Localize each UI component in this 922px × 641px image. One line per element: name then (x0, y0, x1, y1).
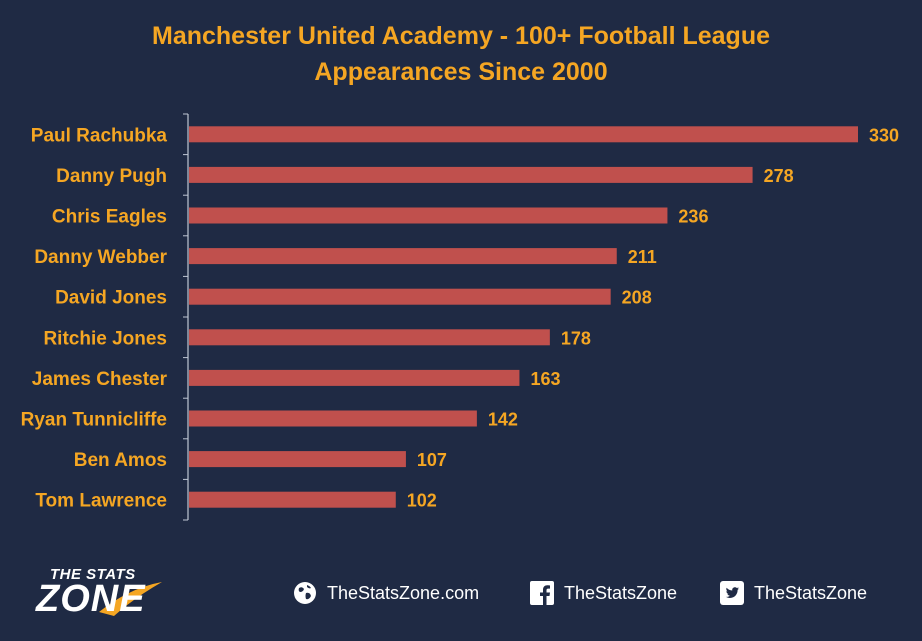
category-label: Tom Lawrence (35, 491, 167, 512)
category-label: Paul Rachubka (31, 125, 168, 146)
logo-text-top: THE STATS (50, 566, 136, 583)
category-label: Chris Eagles (52, 207, 167, 228)
data-label: 211 (628, 247, 657, 267)
bar (189, 451, 406, 468)
data-label: 163 (530, 369, 560, 389)
bar (189, 207, 668, 224)
category-label: Danny Webber (34, 247, 167, 268)
data-label: 208 (622, 288, 652, 308)
facebook-icon (530, 581, 554, 605)
twitter-text: TheStatsZone (754, 582, 868, 603)
logo-text-big: ZONE (36, 578, 146, 620)
website-text: TheStatsZone.com (327, 582, 480, 603)
data-label: 107 (417, 450, 447, 470)
bar (189, 491, 396, 508)
category-label: James Chester (32, 369, 168, 390)
logo-swoosh-icon (99, 582, 162, 616)
bar (189, 248, 617, 265)
footer: THE STATS ZONE TheStatsZone.com TheStats… (0, 556, 922, 631)
twitter-icon (720, 581, 744, 605)
data-label: 102 (407, 491, 437, 511)
stats-zone-logo: THE STATS ZONE (34, 564, 194, 624)
chart-title-line-2: Appearances Since 2000 (314, 58, 608, 86)
facebook-link[interactable]: TheStatsZone (530, 578, 677, 608)
data-label: 278 (764, 166, 794, 186)
bar (189, 410, 477, 427)
bar (189, 329, 550, 346)
category-label: Ryan Tunnicliffe (21, 410, 167, 431)
bar (189, 288, 611, 305)
category-label: Ben Amos (74, 450, 167, 471)
data-label: 236 (678, 207, 708, 227)
data-label: 178 (561, 328, 591, 348)
data-label: 330 (869, 125, 899, 145)
category-label: Ritchie Jones (43, 328, 167, 349)
twitter-link[interactable]: TheStatsZone (720, 578, 867, 608)
globe-icon (294, 582, 316, 604)
data-label: 142 (488, 410, 518, 430)
bar (189, 166, 753, 183)
category-label: Danny Pugh (56, 166, 167, 187)
bar (189, 126, 858, 143)
category-label: David Jones (55, 288, 167, 309)
chart-title-line-1: Manchester United Academy - 100+ Footbal… (152, 22, 770, 50)
facebook-text: TheStatsZone (564, 582, 678, 603)
website-link[interactable]: TheStatsZone.com (293, 578, 479, 608)
bar-chart: Paul Rachubka 330 Danny Pugh 278 Chris Eagle… (21, 113, 899, 521)
bar (189, 369, 520, 386)
chart-title: Manchester United Academy - 100+ Footbal… (0, 18, 922, 90)
